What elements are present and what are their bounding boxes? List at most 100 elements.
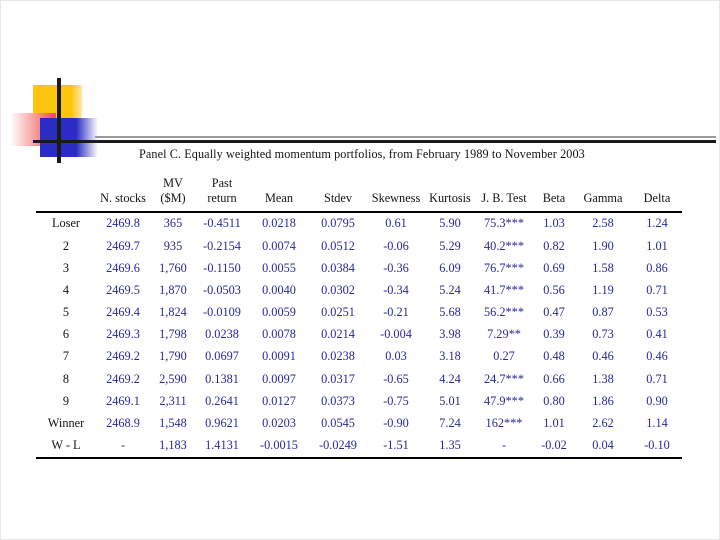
table-cell: -0.75	[383, 393, 409, 408]
table-cell: -0.0249	[310, 434, 366, 459]
table-cell: 0.0203	[262, 416, 296, 430]
table-row-4: 4 2469.5 1,870 -0.0503 0.0040 0.0302 -0.34 5.24…	[36, 279, 682, 301]
table-cell: 0.0097	[262, 371, 296, 386]
table-cell: 365	[163, 216, 183, 231]
panel-title: Panel C. Equally weighted momentum portf…	[139, 147, 585, 161]
table-cell: -0.90	[383, 416, 409, 430]
table-cell: 1.58	[592, 260, 614, 275]
table-cell: -	[96, 434, 150, 459]
table-cell: 0.47	[543, 305, 565, 320]
table-row-w-l: W - L -1,183 1.4131 -0.0015 -0.0249 -1.51 1.35…	[36, 434, 682, 459]
table-cell: 1,790	[159, 349, 187, 364]
table-cell: 0.56	[543, 282, 565, 297]
table-cell: -0.34	[383, 282, 409, 297]
table-row-3: 3 2469.6 1,760 -0.1150 0.0055 0.0384 -0.36 6.09…	[36, 257, 682, 279]
table-cell: 40.2***	[484, 238, 524, 253]
row-label: Winner	[47, 416, 85, 430]
table-header: N. stocks MV ($M) Past return Mean Stdev Skew…	[36, 176, 682, 213]
table-cell: 162***	[485, 416, 523, 430]
table-cell: -0.36	[383, 260, 409, 275]
table-cell: 24.7***	[484, 371, 524, 386]
table-cell: 0.82	[543, 238, 565, 253]
table-cell: -0.0503	[203, 282, 241, 297]
table-cell: 0.90	[646, 393, 668, 408]
table-cell: 2469.2	[106, 349, 140, 364]
table-cell: 0.27	[493, 349, 515, 364]
table-cell: 0.0091	[262, 349, 296, 364]
table-cell: 2469.7	[106, 238, 140, 253]
table-cell: 41.7***	[484, 282, 524, 297]
table-cell: 0.71	[646, 371, 668, 386]
table-cell: 0.39	[543, 327, 565, 342]
table-row-6: 6 2469.3 1,798 0.0238 0.0078 0.0214 -0.004 3.98…	[36, 324, 682, 346]
table-row-winner: Winner 2468.9 1,548 0.9621 0.0203 0.0545 -0.90…	[36, 412, 682, 434]
table-row-loser: Loser 2469.8 365 -0.4511 0.0218 0.0795 0.61 5.9…	[36, 212, 682, 235]
table-cell: 0.66	[543, 371, 565, 386]
table-cell: -0.02	[534, 434, 574, 459]
column-header-past-return: Past return	[196, 176, 248, 213]
table-cell: 2469.2	[106, 371, 140, 386]
table-cell: 1.35	[426, 434, 474, 459]
table-row-8: 8 2469.2 2,590 0.1381 0.0097 0.0317 -0.65 4.24 2…	[36, 368, 682, 390]
table-row-9: 9 2469.1 2,311 0.2641 0.0127 0.0373 -0.75 5.01 4…	[36, 390, 682, 412]
table-cell: 5.68	[439, 305, 461, 320]
table-cell: -0.65	[383, 371, 409, 386]
row-label: 4	[62, 282, 70, 297]
column-header-j-b-test: J. B. Test	[474, 176, 534, 213]
table-cell: 0.04	[574, 434, 632, 459]
table-cell: 0.0218	[262, 216, 296, 231]
table-cell: -0.004	[380, 327, 412, 342]
table-cell: 0.1381	[205, 371, 239, 386]
table-cell: 2,590	[159, 371, 187, 386]
table-row-5: 5 2469.4 1,824 -0.0109 0.0059 0.0251 -0.21 5.68…	[36, 301, 682, 323]
column-header-skewness: Skewness	[366, 176, 426, 213]
column-header-kurtosis: Kurtosis	[426, 176, 474, 213]
table-cell: 0.0251	[321, 305, 355, 320]
table-cell: 0.0055	[262, 260, 296, 275]
table-cell: 0.80	[543, 393, 565, 408]
table-cell: 75.3***	[484, 216, 524, 231]
table-cell: 2469.6	[106, 260, 140, 275]
table-cell: 0.9621	[205, 416, 239, 430]
table-cell: 0.03	[385, 349, 407, 364]
row-label: 5	[62, 305, 70, 320]
column-header-beta: Beta	[534, 176, 574, 213]
table-cell: 1,870	[159, 282, 187, 297]
table-cell: 0.46	[592, 349, 614, 364]
table-cell: 0.0214	[321, 327, 355, 342]
table-cell: 0.86	[646, 260, 668, 275]
table-cell: 0.0238	[205, 327, 239, 342]
table-cell: 0.0795	[321, 216, 355, 231]
table-cell: 5.24	[439, 282, 461, 297]
column-header-gamma: Gamma	[574, 176, 632, 213]
table-cell: 1.38	[592, 371, 614, 386]
table-cell: -0.2154	[203, 238, 241, 253]
table-cell: 0.61	[385, 216, 407, 231]
table-cell: 76.7***	[484, 260, 524, 275]
table-cell: 1,548	[159, 416, 187, 430]
table-cell: 0.0059	[262, 305, 296, 320]
table-cell: 7.29**	[487, 327, 521, 342]
table-cell: -1.51	[366, 434, 426, 459]
table-cell: 1.19	[592, 282, 614, 297]
row-label: 8	[62, 371, 70, 386]
table-cell: -0.0015	[248, 434, 310, 459]
table-cell: 2469.1	[106, 393, 140, 408]
table-cell: 1.03	[543, 216, 565, 231]
table-cell: 2,311	[159, 393, 187, 408]
table-cell: 1.90	[592, 238, 614, 253]
table-cell: 0.0317	[321, 371, 355, 386]
table-cell: 0.0384	[321, 260, 355, 275]
table-cell: 1,824	[159, 305, 187, 320]
table-cell: 0.71	[646, 282, 668, 297]
table-cell: 1.01	[543, 416, 565, 430]
row-label: Loser	[52, 216, 80, 231]
table-cell: 47.9***	[484, 393, 524, 408]
table-cell: 0.0040	[262, 282, 296, 297]
row-label: 6	[62, 327, 70, 342]
table-cell: 3.98	[439, 327, 461, 342]
table-cell: 1.24	[646, 216, 668, 231]
table-cell: 0.0302	[321, 282, 355, 297]
table-row-2: 2 2469.7 935 -0.2154 0.0074 0.0512 -0.06 5.29 40…	[36, 235, 682, 257]
table-cell: 0.48	[543, 349, 565, 364]
